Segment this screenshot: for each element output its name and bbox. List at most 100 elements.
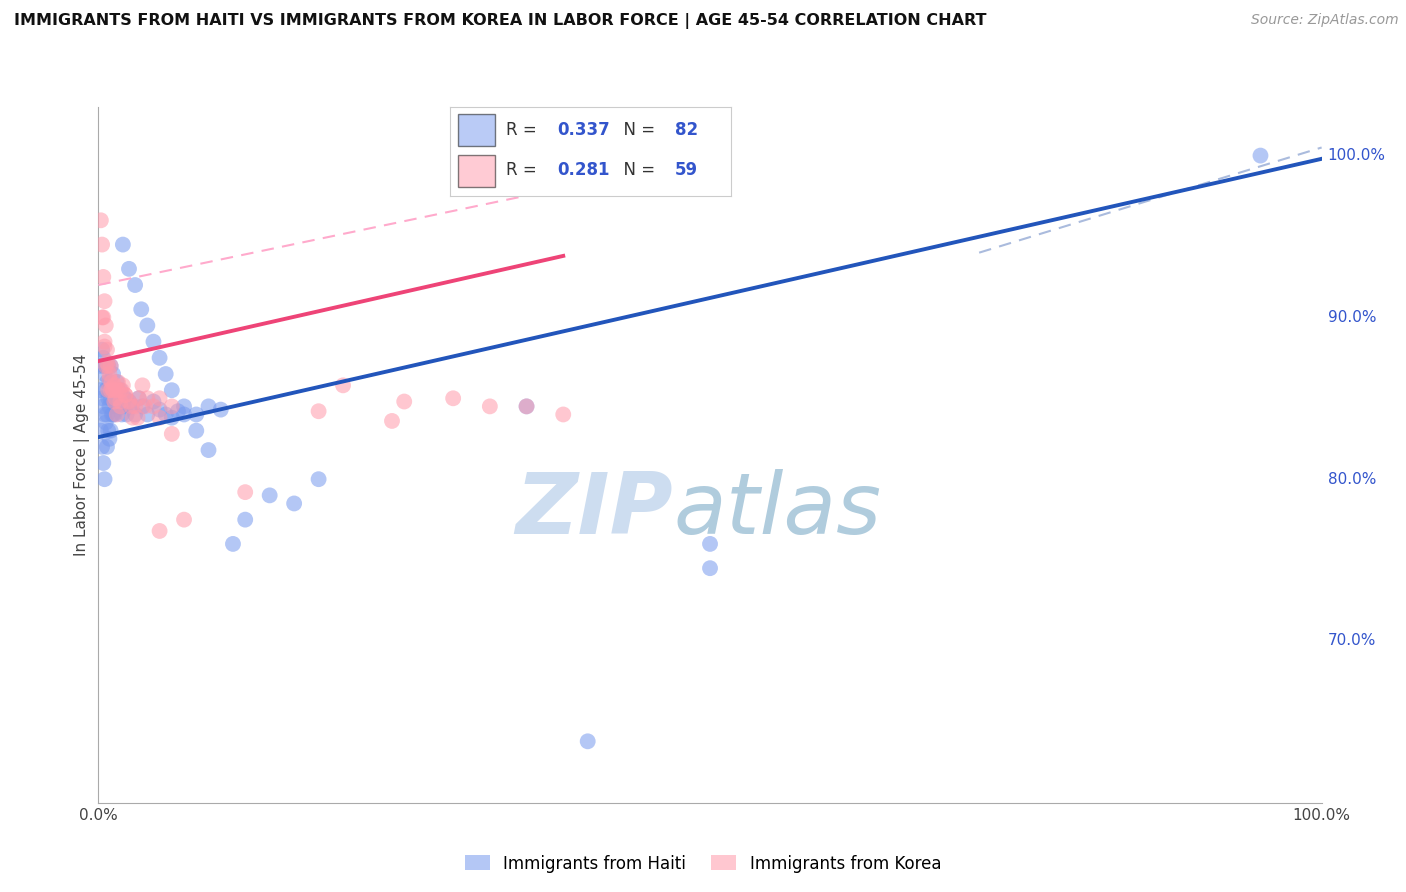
Point <box>111 400 134 414</box>
Point <box>553 408 575 422</box>
Point <box>94 416 117 430</box>
Point <box>121 410 143 425</box>
Point <box>136 318 159 333</box>
Point <box>100 359 122 373</box>
Point <box>120 400 142 414</box>
Point <box>91 310 114 325</box>
Point <box>142 394 165 409</box>
Text: 80.0%: 80.0% <box>1327 472 1376 487</box>
Text: R =: R = <box>506 161 543 179</box>
Point <box>173 513 195 527</box>
Point <box>100 424 122 438</box>
Point <box>114 392 136 406</box>
Point <box>149 410 172 425</box>
Point <box>91 269 114 284</box>
Point <box>94 359 117 373</box>
Point <box>105 375 128 389</box>
Text: R =: R = <box>506 120 543 139</box>
Point <box>308 472 330 486</box>
Point <box>98 375 121 389</box>
Point <box>233 513 256 527</box>
Point <box>89 383 111 397</box>
Point <box>142 334 165 349</box>
Text: 90.0%: 90.0% <box>1327 310 1376 325</box>
Point <box>96 375 118 389</box>
Point <box>576 734 599 748</box>
Point <box>149 524 172 538</box>
Point <box>128 392 150 406</box>
Point <box>1249 148 1271 162</box>
Point <box>111 378 134 392</box>
Point <box>91 440 114 454</box>
Point <box>515 400 537 414</box>
Point <box>103 378 125 392</box>
FancyBboxPatch shape <box>458 114 495 146</box>
Point <box>93 472 115 486</box>
Point <box>478 400 501 414</box>
Point <box>91 456 114 470</box>
Text: IMMIGRANTS FROM HAITI VS IMMIGRANTS FROM KOREA IN LABOR FORCE | AGE 45-54 CORREL: IMMIGRANTS FROM HAITI VS IMMIGRANTS FROM… <box>14 13 987 29</box>
Point <box>101 382 124 396</box>
Point <box>107 383 129 397</box>
Point <box>96 408 118 422</box>
Point <box>97 424 120 438</box>
Point <box>392 394 416 409</box>
Point <box>699 561 721 575</box>
Point <box>110 400 132 414</box>
Point <box>97 359 120 373</box>
Point <box>100 359 122 373</box>
Point <box>97 392 120 406</box>
Point <box>111 383 134 397</box>
Point <box>173 408 195 422</box>
Point <box>91 351 114 365</box>
Point <box>108 383 131 397</box>
Point <box>98 372 121 386</box>
Point <box>93 294 115 309</box>
Point <box>105 400 128 414</box>
Point <box>186 408 208 422</box>
Point <box>104 392 127 406</box>
Point <box>103 408 125 422</box>
Point <box>127 410 149 425</box>
Point <box>101 408 124 422</box>
Point <box>101 383 124 397</box>
Point <box>118 394 141 409</box>
Point <box>112 392 135 406</box>
Point <box>149 392 172 406</box>
Point <box>515 400 537 414</box>
Point <box>110 394 132 409</box>
Point <box>91 237 114 252</box>
Point <box>91 343 114 357</box>
Point <box>114 388 136 402</box>
Point <box>93 334 115 349</box>
Point <box>105 408 128 422</box>
Text: atlas: atlas <box>673 469 882 552</box>
Legend: Immigrants from Haiti, Immigrants from Korea: Immigrants from Haiti, Immigrants from K… <box>458 848 948 880</box>
Point <box>94 359 117 373</box>
Point <box>136 408 159 422</box>
Point <box>233 485 256 500</box>
Point <box>149 351 172 365</box>
Point <box>114 388 136 402</box>
Point <box>111 408 134 422</box>
Point <box>209 402 232 417</box>
Point <box>129 302 152 317</box>
Point <box>160 383 183 397</box>
Point <box>90 359 112 373</box>
Point <box>155 408 177 422</box>
Text: 0.281: 0.281 <box>557 161 609 179</box>
Point <box>103 383 125 397</box>
Point <box>104 392 127 406</box>
Point <box>97 359 120 373</box>
Text: N =: N = <box>613 120 661 139</box>
Point <box>98 400 121 414</box>
Point <box>134 400 156 414</box>
Point <box>120 400 142 414</box>
Point <box>332 378 354 392</box>
Point <box>131 400 153 414</box>
Point <box>98 367 121 381</box>
Text: ZIP: ZIP <box>516 469 673 552</box>
Point <box>101 383 124 397</box>
Point <box>381 414 404 428</box>
Point <box>105 383 128 397</box>
